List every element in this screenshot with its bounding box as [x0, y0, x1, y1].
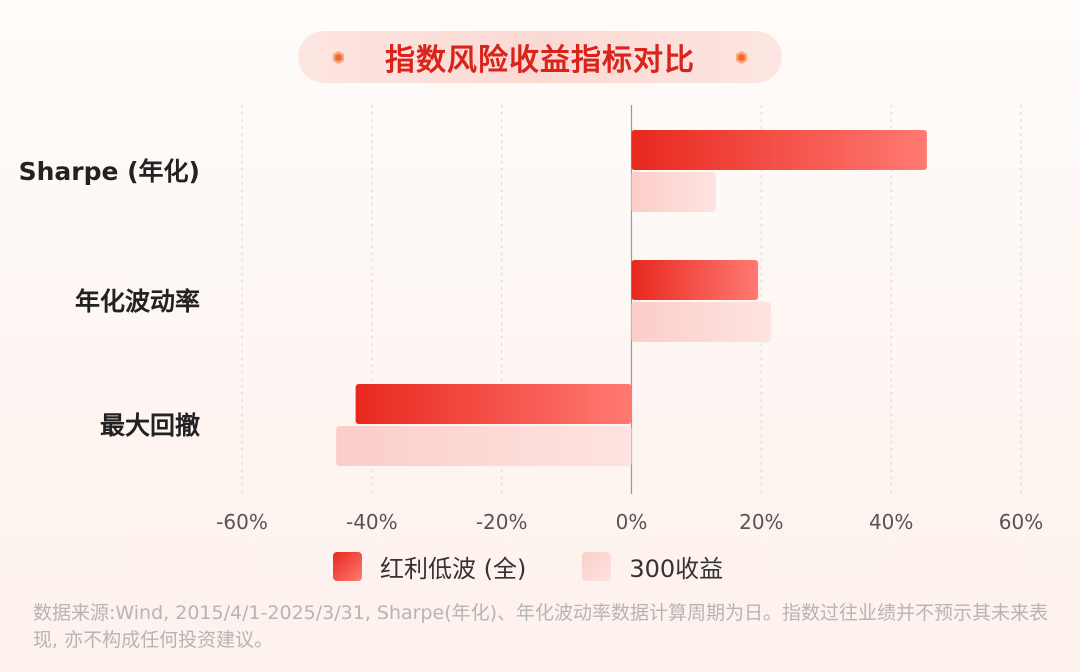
bar-series-1: [631, 260, 759, 300]
legend-swatch-series-1: [333, 551, 362, 581]
hexagon-dot-icon: [332, 50, 345, 65]
bar-series-1: [631, 130, 927, 170]
x-tick-label: 40%: [869, 510, 913, 534]
legend-item-series-1: 红利低波 (全): [333, 549, 526, 584]
legend-item-series-2: 300收益: [582, 549, 723, 584]
legend-swatch-series-2: [582, 551, 612, 581]
x-tick-label: -40%: [346, 510, 398, 534]
x-tick-label: 60%: [999, 510, 1043, 534]
bar-chart: -60% -40% -20% 0% 20% 40% 60% Sharpe (年化) 年化波动率最…: [19, 105, 1043, 534]
title-banner: 指数风险收益指标对比: [298, 31, 782, 83]
chart-title: 指数风险收益指标对比: [385, 43, 695, 78]
category-label: 年化波动率: [75, 287, 200, 316]
legend-label-series-2: 300收益: [629, 554, 724, 583]
bar-series-2: [631, 302, 772, 342]
bar-series-1: [355, 384, 632, 424]
category-label: 最大回撤: [100, 411, 200, 440]
legend: 红利低波 (全) 300收益: [333, 549, 779, 584]
bar-series-2: [336, 426, 632, 466]
footnote: 数据来源:Wind, 2015/4/1-2025/3/31, Sharpe(年化…: [33, 602, 1049, 651]
x-tick-label: 0%: [616, 510, 648, 534]
x-tick-label: 20%: [739, 510, 783, 534]
legend-label-series-1: 红利低波 (全): [380, 554, 527, 583]
hexagon-dot-icon: [735, 50, 748, 65]
bar-series-2: [631, 172, 716, 212]
x-tick-label: -20%: [476, 510, 528, 534]
category-label: Sharpe (年化): [19, 157, 200, 186]
x-tick-label: -60%: [216, 510, 268, 534]
